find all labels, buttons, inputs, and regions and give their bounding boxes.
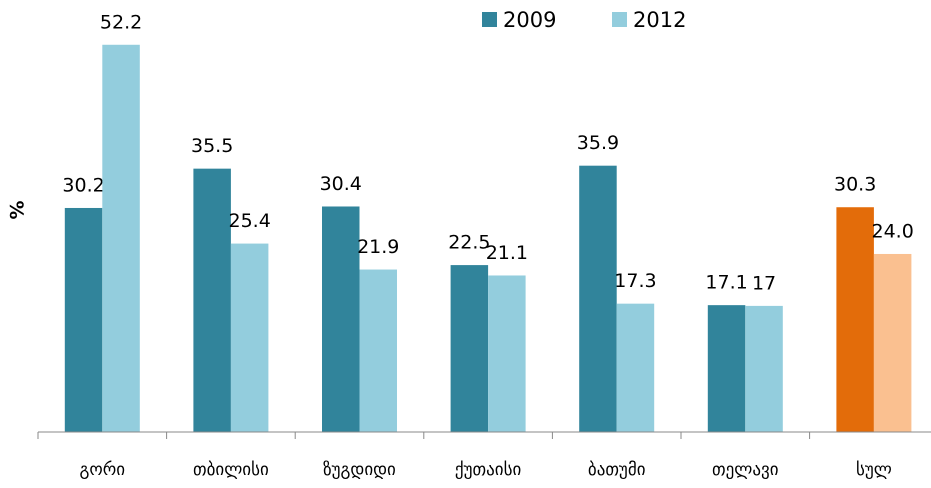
bar xyxy=(616,303,655,432)
bar xyxy=(745,305,783,432)
data-label: 22.5 xyxy=(448,232,490,254)
x-tick-label: გორი xyxy=(80,460,126,480)
x-tick-label: თელავი xyxy=(712,460,779,480)
x-tick-label: ბათუმი xyxy=(588,460,646,480)
y-axis-label: % xyxy=(7,200,29,219)
data-label: 35.5 xyxy=(191,135,233,157)
data-label: 17.1 xyxy=(705,272,747,294)
data-label: 24.0 xyxy=(871,220,913,242)
bar xyxy=(64,207,103,432)
data-label: 21.9 xyxy=(357,236,399,258)
data-label: 30.3 xyxy=(834,174,876,196)
bar xyxy=(579,165,617,433)
data-label: 35.9 xyxy=(577,132,619,154)
bar xyxy=(450,265,489,432)
bar xyxy=(488,275,526,432)
x-tick-label: სულ xyxy=(856,460,892,480)
bar xyxy=(193,168,231,432)
bar xyxy=(102,44,140,433)
legend-label: 2009 xyxy=(503,8,556,32)
bar xyxy=(836,207,874,432)
bar xyxy=(359,269,397,432)
bar xyxy=(230,243,269,432)
data-label: 25.4 xyxy=(228,210,270,232)
x-tick-label: ქუთაისი xyxy=(455,460,521,480)
x-tick-label: თბილისი xyxy=(193,460,269,480)
bar xyxy=(873,253,912,432)
legend-swatch xyxy=(482,12,497,27)
legend-label: 2012 xyxy=(633,8,686,32)
data-label: 30.2 xyxy=(62,174,104,196)
data-label: 52.2 xyxy=(100,11,142,33)
data-label: 30.4 xyxy=(320,173,362,195)
bar xyxy=(322,206,360,432)
legend-swatch xyxy=(612,12,627,27)
bar xyxy=(707,305,746,432)
data-label: 17 xyxy=(752,272,776,294)
x-tick-label: ზუგდიდი xyxy=(323,460,396,480)
data-label: 17.3 xyxy=(614,270,656,292)
data-label: 21.1 xyxy=(486,242,528,264)
